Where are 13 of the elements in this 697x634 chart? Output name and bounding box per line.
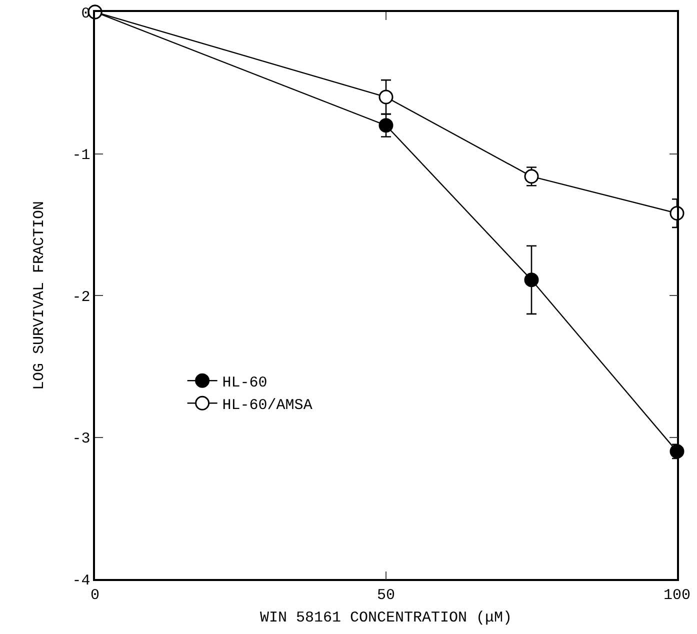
y-tick-label: -3 (72, 430, 90, 448)
legend-label: HL-60 (222, 374, 268, 392)
legend-label: HL-60/AMSA (222, 396, 312, 414)
x-tick-label: 100 (663, 586, 691, 604)
point (524, 272, 539, 288)
y-tick-label: -2 (72, 288, 90, 306)
x-tick-label: 50 (376, 586, 396, 604)
y-axis-title: LOG SURVIVAL FRACTION (30, 200, 48, 390)
y-tick-label: -4 (72, 572, 90, 590)
point (378, 90, 394, 104)
y-tick-label: -1 (72, 147, 90, 164)
x-axis-title: WIN 58161 CONCENTRATION (μM) (260, 609, 512, 626)
point (378, 118, 394, 133)
